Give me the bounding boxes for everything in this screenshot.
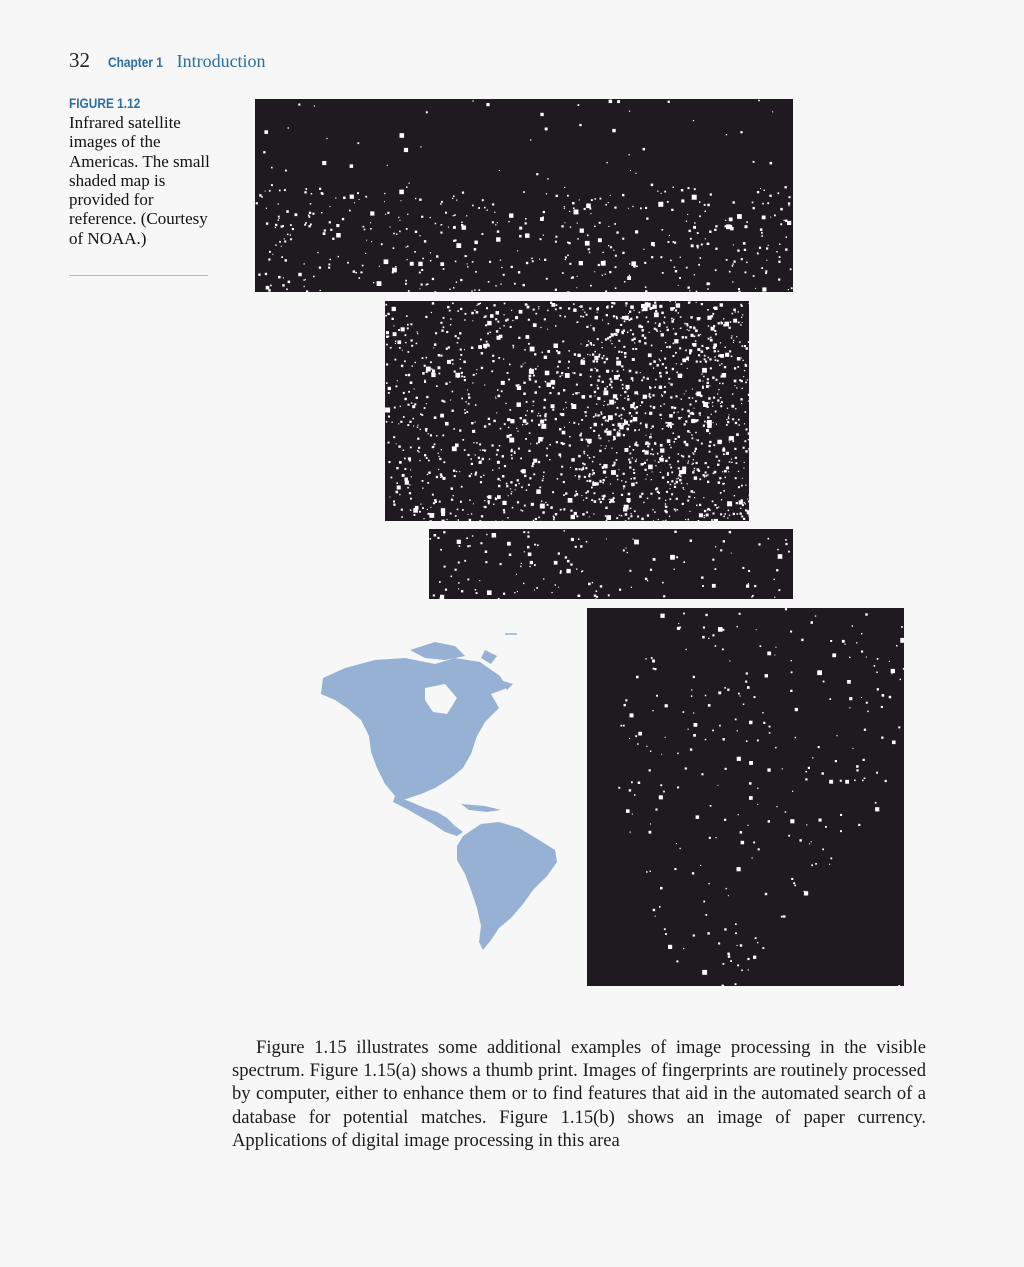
satellite-image-south-america bbox=[587, 608, 904, 986]
chapter-title: Introduction bbox=[176, 51, 266, 71]
caption-rule bbox=[69, 275, 208, 276]
satellite-image-canada bbox=[255, 99, 793, 292]
satellite-image-central-america bbox=[429, 529, 793, 599]
reference-map-americas bbox=[321, 633, 557, 950]
figure-label: FIGURE 1.12 bbox=[69, 96, 141, 111]
running-header: 32 Chapter 1 Introduction bbox=[69, 48, 266, 76]
page-number: 32 bbox=[69, 48, 90, 72]
chapter-label: Chapter 1 bbox=[108, 54, 163, 70]
body-paragraph: Figure 1.15 illustrates some additional … bbox=[232, 1036, 926, 1152]
body-paragraph-text: Figure 1.15 illustrates some additional … bbox=[232, 1037, 926, 1151]
figure-caption-text: Infrared satellite images of the America… bbox=[69, 113, 210, 248]
satellite-image-usa bbox=[385, 301, 749, 521]
figure-caption: FIGURE 1.12 Infrared satellite images of… bbox=[69, 96, 211, 248]
